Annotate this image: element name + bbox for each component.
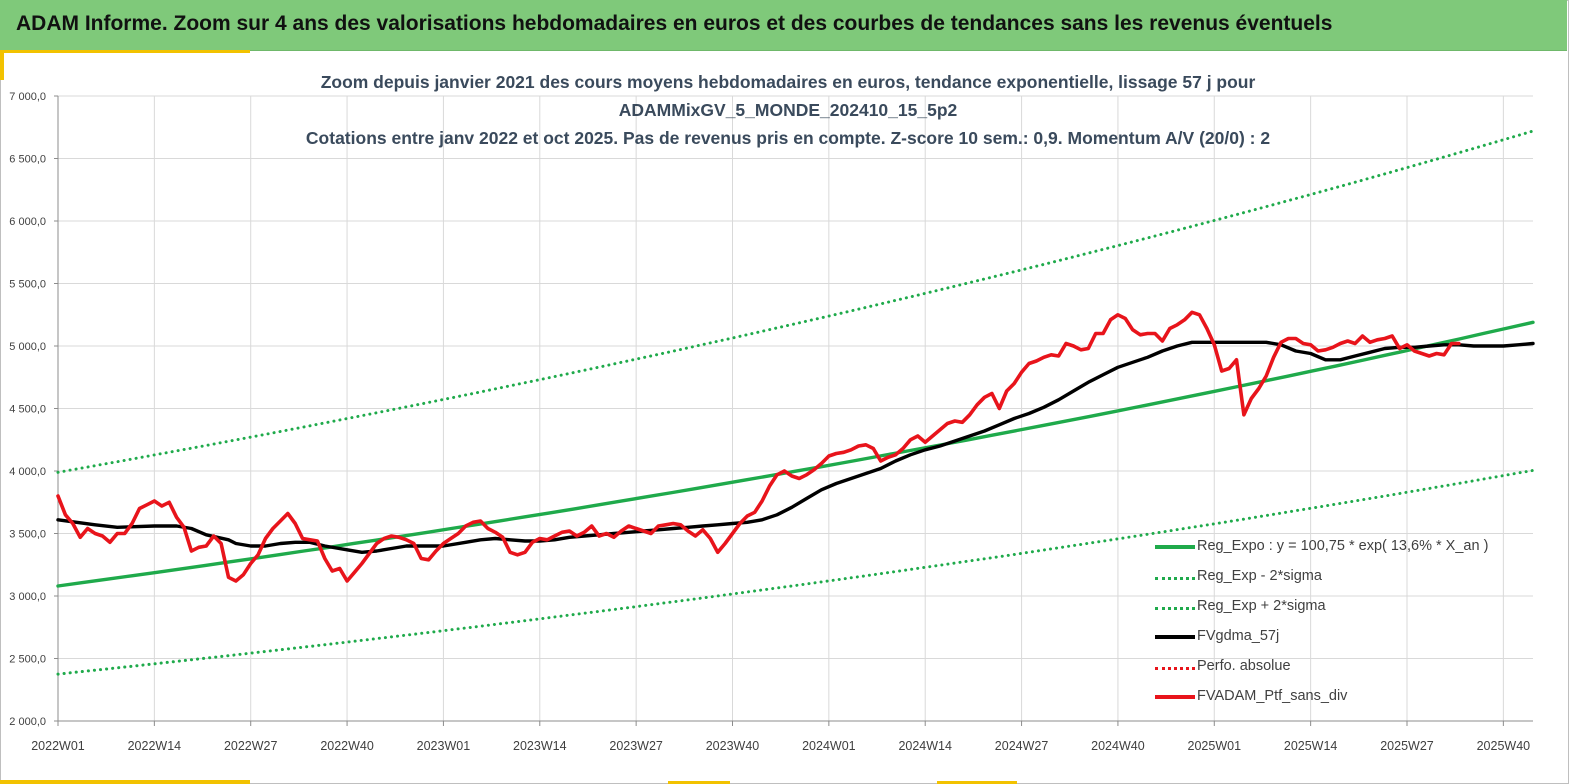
y-tick-label: 3 500,0	[9, 529, 46, 541]
legend-label: Reg_Exp - 2*sigma	[1197, 568, 1322, 584]
x-tick-label: 2025W40	[1477, 739, 1531, 753]
series-lines	[56, 129, 1535, 676]
legend-item-reg-exp-minus: Reg_Exp - 2*sigma	[1152, 563, 1552, 593]
y-tick-label: 4 000,0	[9, 466, 46, 478]
legend-swatch-dotted-green	[1155, 577, 1195, 580]
accent-bar	[0, 50, 250, 53]
legend-label: Reg_Expo : y = 100,75 * exp( 13,6% * X_a…	[1197, 538, 1489, 554]
accent-bar-bottom-mid	[937, 781, 1017, 784]
x-tick-label: 2025W27	[1380, 739, 1434, 753]
x-tick-label: 2024W40	[1091, 739, 1145, 753]
legend-item-gdma: FVgdma_57j	[1152, 623, 1552, 653]
legend-item-reg-exp-plus: Reg_Exp + 2*sigma	[1152, 593, 1552, 623]
x-tick-labels: 2022W01 2022W14 2022W27 2022W40 2023W01 2023W…	[31, 739, 1530, 753]
y-tick-label: 5 500,0	[9, 279, 46, 291]
series-gdma-line	[56, 340, 1535, 554]
series-reg-exp-minus-line	[56, 468, 1535, 676]
report-header: ADAM Informe. Zoom sur 4 ans des valoris…	[0, 0, 1567, 51]
x-tick-label: 2023W01	[417, 739, 471, 753]
y-tick-label: 4 500,0	[9, 404, 46, 416]
legend-swatch-dotted-red	[1155, 667, 1195, 670]
chart-title-line-3: Cotations entre janv 2022 et oct 2025. P…	[305, 128, 1271, 148]
axes	[54, 95, 1533, 726]
legend-swatch-solid-red	[1155, 695, 1195, 699]
chart-title-line-1: Zoom depuis janvier 2021 des cours moyen…	[320, 72, 1256, 92]
y-tick-labels: 2 000,0 2 500,0 3 000,0 3 500,0 4 000,0 4 500…	[9, 91, 46, 728]
y-tick-label: 7 000,0	[9, 91, 46, 103]
chart-title-line-2: ADAMMixGV_5_MONDE_202410_15_5p2	[618, 100, 958, 120]
x-tick-label: 2025W01	[1188, 739, 1242, 753]
legend-swatch-solid-green	[1155, 545, 1195, 549]
legend-item-perfo: Perfo. absolue	[1152, 653, 1552, 683]
legend-item-ptf: FVADAM_Ptf_sans_div	[1152, 683, 1552, 713]
x-tick-label: 2023W40	[706, 739, 760, 753]
x-tick-label: 2023W27	[609, 739, 663, 753]
x-tick-label: 2024W27	[995, 739, 1049, 753]
y-tick-label: 2 500,0	[9, 654, 46, 666]
accent-bar-bottom-mid	[668, 781, 730, 784]
x-tick-label: 2024W14	[898, 739, 952, 753]
y-tick-label: 6 000,0	[9, 216, 46, 228]
x-tick-label: 2025W14	[1284, 739, 1338, 753]
legend-label: Reg_Exp + 2*sigma	[1197, 598, 1326, 614]
accent-bar-left	[0, 50, 4, 80]
series-reg-exp-plus-line	[56, 129, 1535, 474]
x-tick-label: 2022W01	[31, 739, 85, 753]
series-reg-expo-line	[56, 320, 1535, 588]
report-title: ADAM Informe. Zoom sur 4 ans des valoris…	[16, 12, 1333, 35]
y-tick-label: 3 000,0	[9, 591, 46, 603]
legend-swatch-dotted-green	[1155, 607, 1195, 610]
chart-title: Zoom depuis janvier 2021 des cours moyen…	[160, 68, 1416, 152]
legend-swatch-solid-black	[1155, 635, 1195, 639]
y-tick-label: 2 000,0	[9, 716, 46, 728]
legend-label: FVADAM_Ptf_sans_div	[1197, 688, 1348, 704]
series-ptf-line	[56, 310, 1461, 583]
x-tick-label: 2022W40	[320, 739, 374, 753]
chart-legend: Reg_Expo : y = 100,75 * exp( 13,6% * X_a…	[1152, 533, 1552, 713]
accent-bar-bottom	[0, 780, 250, 784]
y-tick-label: 6 500,0	[9, 154, 46, 166]
x-tick-label: 2024W01	[802, 739, 856, 753]
x-tick-label: 2023W14	[513, 739, 567, 753]
y-tick-label: 5 000,0	[9, 341, 46, 353]
x-tick-label: 2022W27	[224, 739, 278, 753]
legend-label: Perfo. absolue	[1197, 658, 1291, 674]
legend-label: FVgdma_57j	[1197, 628, 1280, 644]
legend-item-reg-expo: Reg_Expo : y = 100,75 * exp( 13,6% * X_a…	[1152, 533, 1552, 563]
x-tick-label: 2022W14	[128, 739, 182, 753]
